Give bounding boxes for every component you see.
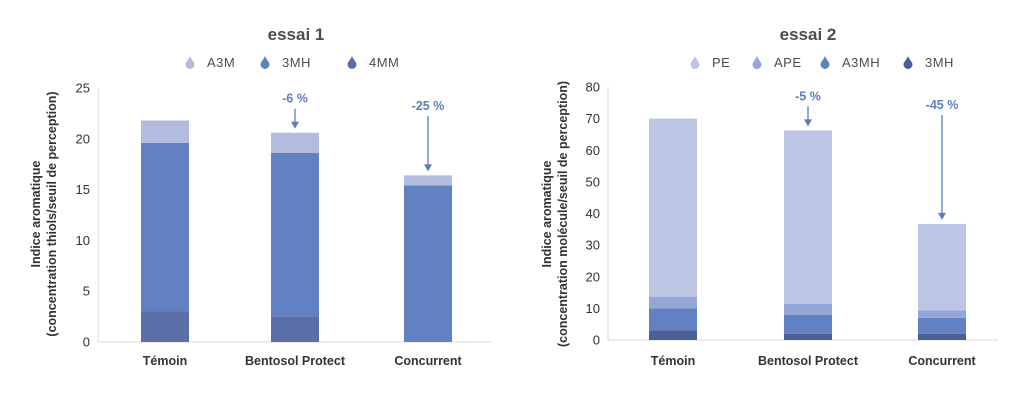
legend-marker-3mh [260, 56, 270, 69]
annotation-arrow-head [291, 121, 299, 129]
legend-marker-a3m [185, 56, 195, 69]
legend-item-a3mh: A3MH [820, 55, 880, 70]
legend-item-pe: PE [690, 55, 730, 70]
bar-bentosol-protect-4mm [271, 316, 319, 342]
y-tick-label: 10 [76, 233, 90, 248]
bar-temoin-a3mh [649, 308, 697, 331]
y-tick-label: 60 [586, 143, 600, 158]
legend-marker-a3mh [820, 56, 830, 69]
legend-label-pe: PE [712, 55, 730, 70]
bar-bentosol-protect-a3m [271, 132, 319, 154]
legend-marker-pe [690, 56, 700, 69]
legend-item-ape: APE [752, 55, 802, 70]
y-tick-label: 50 [586, 174, 600, 189]
bar-temoin-3mh [649, 330, 697, 340]
annotation-bentosol-protect: -6 % [282, 92, 308, 129]
y-axis-label-line-2: (concentration molécule/seuil de percept… [556, 81, 570, 347]
x-tick-label-temoin: Témoin [143, 354, 187, 368]
y-tick-label: 20 [586, 269, 600, 284]
chart-essai-2: essai 2 PE APE A3MH 3MH 0 10 20 30 40 50 60 70 80 Indi… [540, 25, 998, 368]
bar-concurrent-3mh [918, 333, 966, 340]
annotation-arrow-head [424, 164, 432, 172]
bar-bentosol-protect-3mh [784, 333, 832, 340]
annotation-arrow-head [804, 119, 812, 127]
bar-temoin-pe [649, 118, 697, 297]
bar-temoin-3mh [141, 142, 189, 312]
bar-temoin-ape [649, 296, 697, 309]
legend-marker-ape [752, 56, 762, 69]
y-tick-label: 20 [76, 131, 90, 146]
bar-bentosol-protect-pe [784, 130, 832, 304]
annotation-label: -5 % [795, 89, 821, 103]
y-tick-label: 40 [586, 206, 600, 221]
bar-concurrent-ape [918, 310, 966, 318]
y-axis-label: Indice aromatique (concentration molécule… [540, 81, 570, 347]
bar-concurrent-3mh [404, 185, 452, 342]
legend-item-3mh: 3MH [903, 55, 954, 70]
legend-label-3mh: 3MH [925, 55, 954, 70]
x-tick-label-concurrent: Concurrent [394, 354, 462, 368]
bar-concurrent-a3mh [918, 317, 966, 334]
annotation-concurrent: -25 % [412, 99, 445, 172]
y-tick-label: 5 [83, 284, 90, 299]
y-axis-label: Indice aromatique (concentration thiols/s… [29, 91, 59, 336]
legend-item-3mh: 3MH [260, 55, 311, 70]
bar-temoin-4mm [141, 311, 189, 342]
bar-bentosol-protect-3mh [271, 153, 319, 317]
y-axis-label-line-1: Indice aromatique [540, 160, 554, 267]
y-tick-label: 25 [76, 81, 90, 96]
legend-marker-4mm [347, 56, 357, 69]
bar-concurrent-a3m [404, 175, 452, 186]
annotation-label: -25 % [412, 99, 445, 113]
chart-essai-1: essai 1 A3M 3MH 4MM 0 5 10 15 20 25 Indice aromati… [29, 25, 492, 368]
y-tick-label: 30 [586, 238, 600, 253]
x-tick-label-bentosol-protect: Bentosol Protect [245, 354, 346, 368]
y-axis-label-line-2: (concentration thiols/seuil de perceptio… [45, 91, 59, 336]
legend-label-ape: APE [774, 55, 802, 70]
legend-label-a3mh: A3MH [842, 55, 880, 70]
chart-title: essai 1 [268, 25, 325, 44]
annotation-arrow-head [938, 212, 946, 220]
annotation-concurrent: -45 % [926, 98, 959, 220]
y-tick-label: 70 [586, 111, 600, 126]
chart-title: essai 2 [780, 25, 837, 44]
annotation-label: -45 % [926, 98, 959, 112]
x-tick-label-temoin: Témoin [651, 354, 695, 368]
y-tick-label: 0 [83, 335, 90, 350]
annotation-bentosol-protect: -5 % [795, 89, 821, 127]
legend-item-4mm: 4MM [347, 55, 399, 70]
annotation-label: -6 % [282, 92, 308, 106]
legend-item-a3m: A3M [185, 55, 235, 70]
y-tick-label: 0 [593, 333, 600, 348]
bar-bentosol-protect-ape [784, 303, 832, 315]
x-tick-label-bentosol-protect: Bentosol Protect [758, 354, 859, 368]
bar-concurrent-pe [918, 223, 966, 311]
legend-label-3mh: 3MH [282, 55, 311, 70]
legend-marker-3mh [903, 56, 913, 69]
x-tick-label-concurrent: Concurrent [908, 354, 976, 368]
legend-label-4mm: 4MM [369, 55, 399, 70]
y-axis-label-line-1: Indice aromatique [29, 160, 43, 267]
bar-temoin-a3m [141, 120, 189, 143]
y-tick-label: 80 [586, 80, 600, 95]
legend-label-a3m: A3M [207, 55, 235, 70]
y-tick-label: 15 [76, 182, 90, 197]
y-tick-label: 10 [586, 301, 600, 316]
bar-bentosol-protect-a3mh [784, 314, 832, 334]
